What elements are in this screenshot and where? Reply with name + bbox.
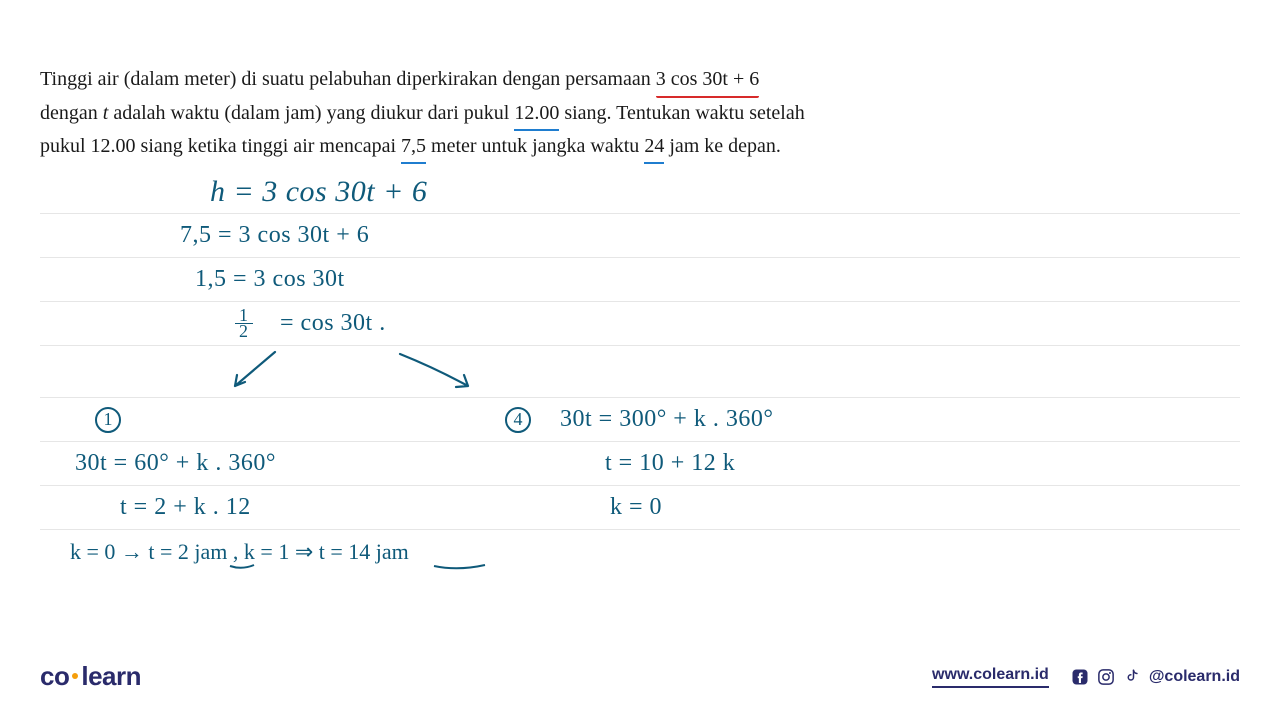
ruled-row: 7,5 = 3 cos 30t + 6 [40, 214, 1240, 258]
website-url: www.colearn.id [932, 666, 1049, 688]
footer-right: www.colearn.id @colearn.id [932, 666, 1240, 688]
ruled-row: k = 0 → t = 2 jam , k = 1 ⇒ t = 14 jam [40, 530, 1240, 574]
problem-text-segment: adalah waktu (dalam jam) yang diukur dar… [108, 102, 514, 124]
value-24: 24 [644, 131, 664, 164]
ruled-row: 1,5 = 3 cos 30t [40, 258, 1240, 302]
problem-text-segment: siang. Tentukan waktu setelah [559, 102, 804, 124]
branch-4-eq2: t = 10 + 12 k [605, 450, 735, 477]
branch-arrows [180, 346, 560, 398]
ruled-row: 12 = cos 30t . [40, 302, 1240, 346]
emphasis-underline-14jam [430, 562, 490, 572]
ruled-row: h = 3 cos 30t + 6 [40, 170, 1240, 214]
logo-learn: learn [81, 661, 141, 691]
problem-text-segment: jam ke depan. [664, 135, 781, 157]
problem-text-segment: meter untuk jangka waktu [426, 135, 644, 157]
footer: colearn www.colearn.id @colearn.id [40, 661, 1240, 692]
ruled-row: 1 4 30t = 300° + k . 360° [40, 398, 1240, 442]
emphasis-underline-2jam [228, 562, 258, 572]
branch-4-eq3: k = 0 [610, 494, 662, 521]
branch-1-eq2: t = 2 + k . 12 [120, 494, 251, 521]
tiktok-icon [1123, 668, 1141, 686]
problem-text-segment: dengan [40, 102, 103, 124]
branch-4-eq1: 30t = 300° + k . 360° [560, 406, 773, 433]
problem-text-segment: Tinggi air (dalam meter) di suatu pelabu… [40, 68, 656, 90]
work-line-1: h = 3 cos 30t + 6 [210, 175, 427, 209]
social-icons: @colearn.id [1071, 668, 1240, 686]
instagram-icon [1097, 668, 1115, 686]
time-mark: 12.00 [514, 98, 559, 131]
branch-1-label: 1 [95, 407, 121, 433]
worked-solution: h = 3 cos 30t + 6 7,5 = 3 cos 30t + 6 1,… [40, 170, 1240, 574]
work-line-3: 1,5 = 3 cos 30t [195, 266, 345, 293]
ruled-row: t = 2 + k . 12 k = 0 [40, 486, 1240, 530]
work-line-2: 7,5 = 3 cos 30t + 6 [180, 222, 369, 249]
work-line-4-rhs: = cos 30t . [280, 310, 386, 337]
logo-co: co [40, 661, 69, 691]
branch-4-label: 4 [505, 407, 531, 433]
value-7-5: 7,5 [401, 131, 426, 164]
facebook-icon [1071, 668, 1089, 686]
equation-highlight: 3 cos 30t + 6 [656, 64, 760, 98]
ruled-row [40, 346, 1240, 398]
ruled-row: 30t = 60° + k . 360° t = 10 + 12 k [40, 442, 1240, 486]
problem-statement: Tinggi air (dalam meter) di suatu pelabu… [40, 64, 1240, 164]
content-area: Tinggi air (dalam meter) di suatu pelabu… [0, 0, 1280, 574]
fraction-denominator: 2 [235, 324, 253, 339]
fraction-one-half: 12 [235, 308, 253, 340]
logo-dot-icon [72, 673, 78, 679]
social-handle: @colearn.id [1149, 668, 1240, 686]
problem-text-segment: pukul 12.00 siang ketika tinggi air menc… [40, 135, 401, 157]
branch-1-eq1: 30t = 60° + k . 360° [75, 450, 276, 477]
brand-logo: colearn [40, 661, 141, 692]
